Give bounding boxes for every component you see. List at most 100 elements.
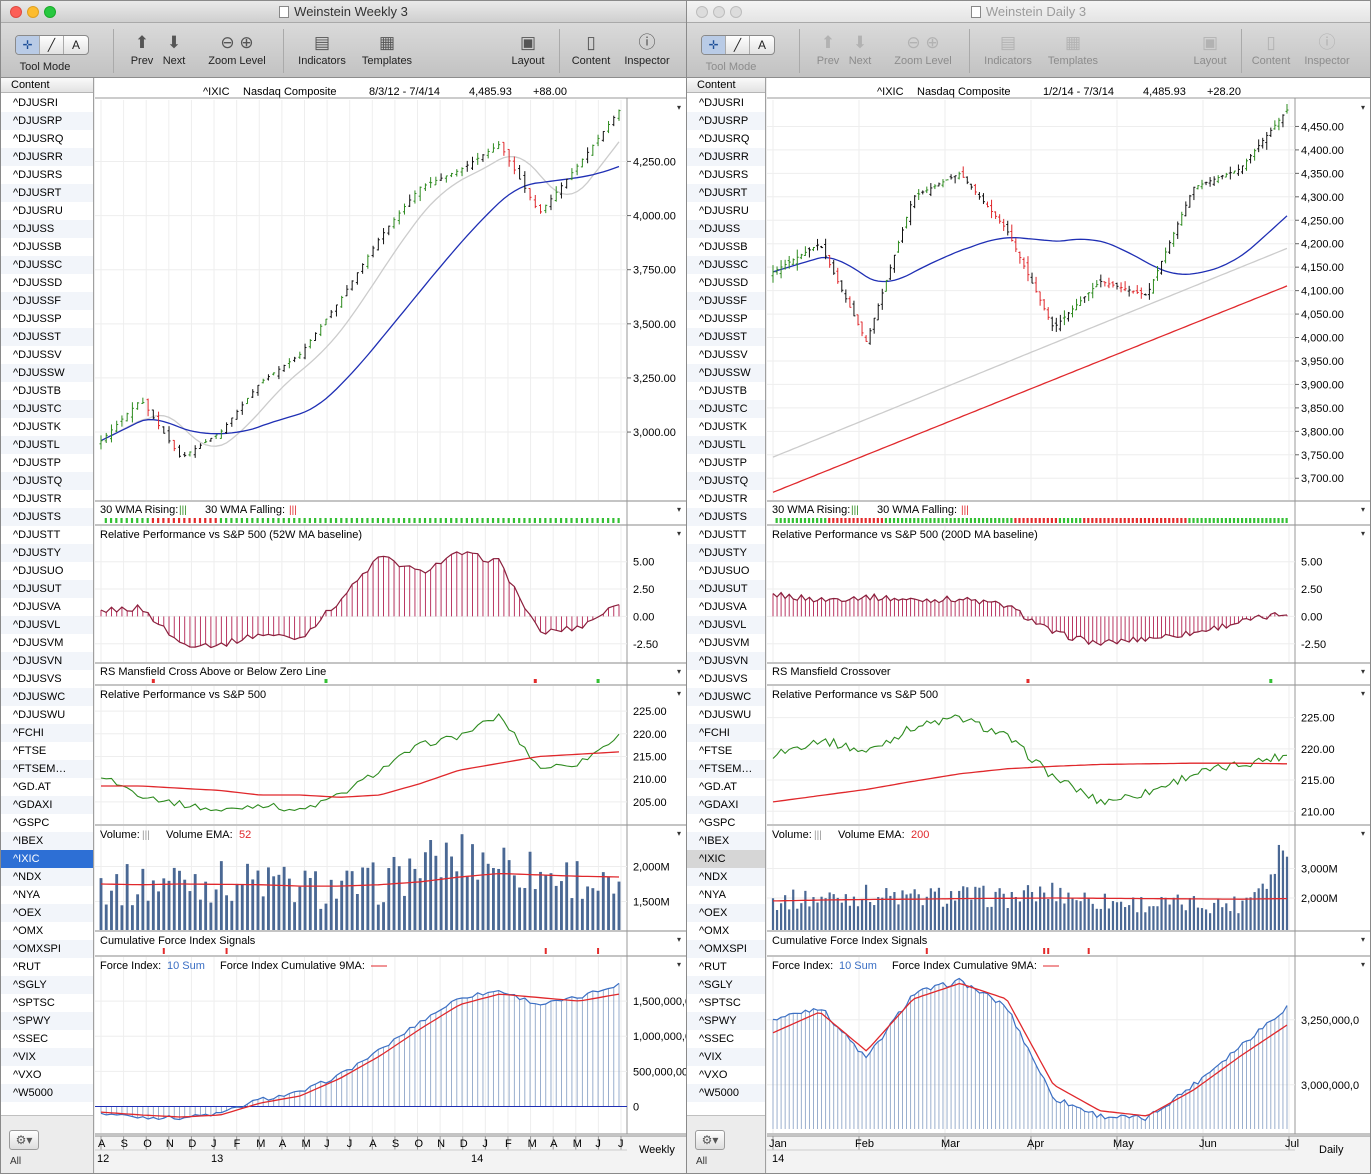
pane-menu-icon[interactable]: ▾: [1361, 667, 1365, 676]
symbol-list-item[interactable]: ^OEX: [687, 904, 765, 922]
gear-icon[interactable]: ⚙▾: [9, 1130, 39, 1150]
symbol-list-item[interactable]: ^RUT: [699, 961, 727, 973]
pane-menu-icon[interactable]: ▾: [677, 935, 681, 944]
symbol-list-item[interactable]: ^GD.AT: [13, 781, 51, 793]
crosshair-tool-icon[interactable]: ✛: [16, 36, 40, 54]
symbol-list-item[interactable]: ^DJUSTP: [13, 457, 61, 469]
symbol-list-item[interactable]: ^DJUSSV: [699, 349, 748, 361]
symbol-list-item[interactable]: ^DJUSTB: [13, 385, 61, 397]
prev-button[interactable]: ⬆ Prev: [125, 31, 159, 67]
chart-area[interactable]: ^IXIC Nasdaq Composite 1/2/14 - 7/3/14 4,48…: [767, 78, 1371, 1174]
symbol-list-item[interactable]: ^DJUSRI: [699, 97, 744, 109]
symbol-list-item[interactable]: ^DJUSTS: [1, 508, 93, 526]
gear-icon[interactable]: ⚙▾: [695, 1130, 725, 1150]
symbol-list-item[interactable]: ^VXO: [13, 1069, 42, 1081]
symbol-list-item[interactable]: ^NDX: [1, 868, 93, 886]
tool-mode-control[interactable]: ✛ ╱ A Tool Mode: [15, 23, 89, 73]
symbol-list-item[interactable]: ^DJUSSW: [687, 364, 765, 382]
symbol-list-item[interactable]: ^DJUSUO: [13, 565, 64, 577]
symbol-list-item[interactable]: ^DJUSS: [1, 220, 93, 238]
content-button[interactable]: ▯ Content: [1246, 31, 1296, 67]
symbol-list-item[interactable]: ^GDAXI: [687, 796, 765, 814]
symbol-list-item[interactable]: ^DJUSSP: [699, 313, 748, 325]
close-window-button[interactable]: [10, 6, 22, 18]
symbol-list-item[interactable]: ^FCHI: [687, 724, 765, 742]
pane-menu-icon[interactable]: ▾: [677, 960, 681, 969]
symbol-list-item[interactable]: ^DJUSTQ: [687, 472, 765, 490]
symbol-list-item[interactable]: ^DJUSSV: [13, 349, 62, 361]
symbol-list-item[interactable]: ^DJUSVM: [699, 637, 750, 649]
symbol-list-item[interactable]: ^DJUSVL: [1, 616, 93, 634]
symbol-list-item[interactable]: ^DJUSVS: [699, 673, 748, 685]
symbol-list-item[interactable]: ^DJUSRI: [13, 97, 58, 109]
symbol-list-item[interactable]: ^GD.AT: [699, 781, 737, 793]
pane-menu-icon[interactable]: ▾: [1361, 103, 1365, 112]
symbol-list-item[interactable]: ^DJUSRR: [1, 148, 93, 166]
templates-button[interactable]: ▦ Templates: [1041, 31, 1105, 67]
symbol-list-item[interactable]: ^W5000: [687, 1084, 765, 1102]
symbol-list-item[interactable]: ^DJUSVA: [699, 601, 747, 613]
zoom-level-control[interactable]: ⊖ ⊕ Zoom Level: [887, 31, 959, 67]
symbol-list-item[interactable]: ^VIX: [687, 1048, 765, 1066]
pane-menu-icon[interactable]: ▾: [1361, 529, 1365, 538]
symbol-list-item[interactable]: ^DJUSUT: [687, 580, 765, 598]
symbol-list-item[interactable]: ^FTSE: [699, 745, 733, 757]
symbol-list-item[interactable]: ^SGLY: [1, 976, 93, 994]
symbol-list-item[interactable]: ^GSPC: [699, 817, 736, 829]
symbol-list-item[interactable]: ^DJUSSW: [1, 364, 93, 382]
symbol-list-item[interactable]: ^DJUSVS: [13, 673, 62, 685]
symbol-list-item[interactable]: ^DJUSTT: [699, 529, 747, 541]
symbol-list-item[interactable]: ^DJUSTY: [1, 544, 93, 562]
inspector-button[interactable]: ⓘ Inspector: [1299, 31, 1355, 67]
zoom-window-button[interactable]: [44, 6, 56, 18]
symbol-list-item[interactable]: ^IXIC: [687, 850, 765, 868]
symbol-list-item[interactable]: ^OMX: [13, 925, 44, 937]
symbol-list-item[interactable]: ^DJUSRP: [1, 112, 93, 130]
symbol-list-item[interactable]: ^DJUSSP: [13, 313, 62, 325]
symbol-list-item[interactable]: ^IBEX: [1, 832, 93, 850]
symbol-list-item[interactable]: ^DJUSRS: [699, 169, 749, 181]
symbol-list-item[interactable]: ^DJUSWC: [687, 688, 765, 706]
symbol-list-item[interactable]: ^DJUSTP: [699, 457, 747, 469]
symbol-list-item[interactable]: ^DJUSRT: [1, 184, 93, 202]
symbol-list-item[interactable]: ^RUT: [13, 961, 41, 973]
indicators-button[interactable]: ▤ Indicators: [291, 31, 353, 67]
symbol-list-item[interactable]: ^GDAXI: [1, 796, 93, 814]
symbol-list-item[interactable]: ^DJUSTR: [699, 493, 748, 505]
chart-svg[interactable]: ^IXIC Nasdaq Composite 1/2/14 - 7/3/14 4,48…: [767, 78, 1371, 1174]
symbol-list-item[interactable]: ^SGLY: [687, 976, 765, 994]
symbol-list-item[interactable]: ^DJUSWC: [1, 688, 93, 706]
symbol-list-item[interactable]: ^DJUSVN: [687, 652, 765, 670]
symbol-list-item[interactable]: ^DJUSSC: [687, 256, 765, 274]
pane-menu-icon[interactable]: ▾: [1361, 935, 1365, 944]
symbol-list-item[interactable]: ^DJUSRQ: [13, 133, 64, 145]
symbol-list-item[interactable]: ^GSPC: [13, 817, 50, 829]
zoom-level-control[interactable]: ⊖ ⊕ Zoom Level: [201, 31, 273, 67]
symbol-list-item[interactable]: ^DJUSTS: [687, 508, 765, 526]
symbol-list-item[interactable]: ^DJUSTT: [13, 529, 61, 541]
tool-mode-control[interactable]: ✛ ╱ A Tool Mode: [701, 23, 775, 73]
zoom-window-button[interactable]: [730, 6, 742, 18]
symbol-list-item[interactable]: ^SSEC: [699, 1033, 735, 1045]
title-bar[interactable]: Weinstein Daily 3: [687, 1, 1370, 23]
symbol-list-item[interactable]: ^VXO: [699, 1069, 728, 1081]
pane-menu-icon[interactable]: ▾: [677, 667, 681, 676]
prev-button[interactable]: ⬆ Prev: [811, 31, 845, 67]
symbol-list-item[interactable]: ^DJUSVN: [1, 652, 93, 670]
symbol-list-item[interactable]: ^DJUSTK: [13, 421, 61, 433]
symbol-list-item[interactable]: ^SPTSC: [699, 997, 741, 1009]
symbol-list[interactable]: ^DJUSRI ^DJUSRP ^DJUSRQ ^DJUSRR ^DJUSRS ^DJUS…: [1, 94, 93, 1115]
symbol-list-item[interactable]: ^FTSEM…: [1, 760, 93, 778]
symbol-list-item[interactable]: ^DJUSTY: [687, 544, 765, 562]
symbol-list-item[interactable]: ^DJUSSD: [699, 277, 749, 289]
next-button[interactable]: ⬇ Next: [157, 31, 191, 67]
symbol-list-item[interactable]: ^FCHI: [1, 724, 93, 742]
pane-menu-icon[interactable]: ▾: [1361, 829, 1365, 838]
pane-menu-icon[interactable]: ▾: [1361, 960, 1365, 969]
symbol-list-item[interactable]: ^DJUSSF: [687, 292, 765, 310]
minimize-window-button[interactable]: [713, 6, 725, 18]
symbol-list-item[interactable]: ^DJUSST: [1, 328, 93, 346]
minimize-window-button[interactable]: [27, 6, 39, 18]
symbol-list-item[interactable]: ^DJUSTB: [699, 385, 747, 397]
draw-line-tool-icon[interactable]: ╱: [40, 36, 64, 54]
